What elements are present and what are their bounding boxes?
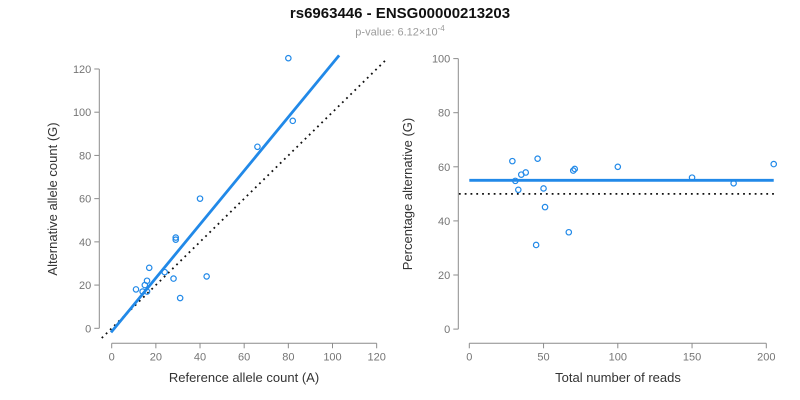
data-point (534, 155, 541, 162)
x-tick-label: 0 (466, 351, 472, 363)
data-point (509, 157, 516, 165)
x-tick-label: 60 (238, 351, 250, 363)
y-tick-label: 100 (432, 54, 450, 66)
data-point (512, 177, 519, 185)
data-point (143, 288, 151, 295)
data-point (132, 286, 140, 293)
data-point (540, 185, 547, 192)
data-point (203, 273, 210, 280)
right-yaxis-label: Percentage alternative (G) (400, 118, 415, 270)
x-tick-label: 20 (150, 351, 162, 363)
x-tick-label: 0 (109, 351, 115, 363)
x-tick-label: 200 (757, 351, 775, 363)
x-tick-label: 100 (609, 351, 627, 363)
data-point (143, 277, 151, 285)
x-tick-label: 120 (367, 351, 385, 363)
x-tick-label: 50 (537, 351, 549, 363)
y-tick-label: 0 (444, 324, 450, 336)
y-tick-label: 80 (438, 108, 450, 120)
y-tick-label: 80 (79, 150, 91, 162)
right-xaxis-label: Total number of reads (555, 370, 681, 385)
regression-line (109, 54, 341, 334)
pvalue-exponent: -4 (437, 24, 445, 33)
data-point (172, 236, 180, 243)
data-point (170, 275, 177, 282)
y-tick-label: 40 (438, 216, 450, 228)
data-point (569, 167, 577, 174)
data-point (730, 180, 737, 187)
y-tick-label: 120 (73, 64, 91, 76)
data-point (289, 117, 297, 125)
data-point (614, 163, 622, 171)
figure-subtitle: p-value: 6.12×10-4 (0, 24, 800, 39)
data-point (688, 174, 696, 181)
y-tick-label: 0 (85, 323, 91, 335)
figure-title: rs6963446 - ENSG00000213203 (289, 5, 511, 22)
data-point (565, 228, 573, 236)
data-point (541, 203, 549, 211)
left-xaxis-label: Reference allele count (A) (169, 370, 319, 385)
y-tick-label: 60 (438, 162, 450, 174)
identity-line (101, 58, 388, 339)
data-point (770, 160, 778, 168)
y-tick-label: 60 (79, 194, 91, 206)
x-tick-label: 80 (282, 351, 294, 363)
data-point (571, 165, 579, 173)
y-tick-label: 20 (79, 280, 91, 292)
data-point (176, 294, 184, 302)
data-point (515, 186, 522, 194)
pvalue-text: p-value: 6.12×10 (355, 26, 438, 39)
left-plot: 0 20 40 60 80 100 120 0 20 40 60 80 100 120 Reference… (45, 54, 388, 385)
data-point (196, 195, 204, 202)
y-tick-label: 20 (438, 270, 450, 282)
x-tick-label: 40 (194, 351, 206, 363)
data-point (139, 288, 146, 295)
data-point (145, 264, 153, 272)
data-point (172, 234, 180, 241)
x-tick-label: 150 (683, 351, 701, 363)
right-plot: 0 20 40 60 80 100 0 50 100 150 200 Total number of… (400, 54, 778, 385)
data-point (532, 241, 540, 249)
data-point (161, 268, 168, 276)
x-tick-label: 100 (323, 351, 341, 363)
data-point (285, 54, 292, 62)
data-point (254, 143, 261, 151)
left-yaxis-label: Alternative allele count (G) (45, 122, 60, 275)
data-point (522, 169, 530, 176)
y-tick-label: 40 (79, 237, 91, 249)
y-tick-label: 100 (73, 107, 91, 119)
